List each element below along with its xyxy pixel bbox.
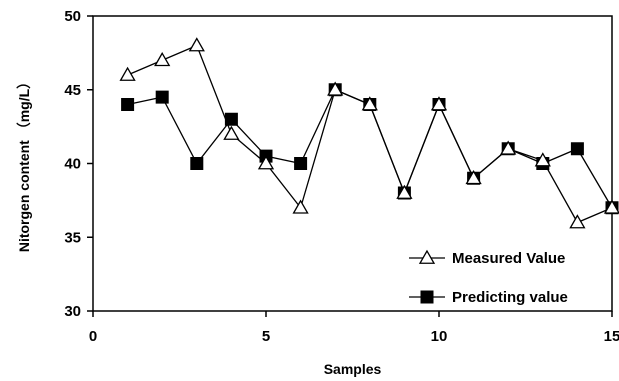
y-tick-label: 45 [64,82,81,99]
y-tick-label: 40 [64,156,81,173]
data-point [603,199,619,214]
legend-marker [420,290,434,304]
data-point [396,184,413,199]
data-point [465,169,482,185]
x-tick-label: 15 [604,328,619,345]
x-axis-title: Samples [324,361,382,377]
data-point [119,66,136,81]
data-point [430,96,448,111]
y-tick-label: 30 [64,303,81,320]
y-tick-label: 35 [64,229,81,246]
legend-marker [418,249,436,264]
x-tick-label: 10 [431,328,448,345]
data-point [257,155,275,170]
legend-label: Predicting value [452,289,568,306]
data-point [361,96,378,111]
data-point [190,157,204,170]
data-point [569,214,586,229]
x-tick-label: 0 [89,328,97,345]
series-measured [119,37,619,229]
y-tick-label: 50 [64,8,81,25]
y-axis-title: Nitorgen content （mg/L） [16,75,32,252]
legend-label: Measured Value [452,250,565,267]
data-point [292,199,309,214]
data-point [188,37,205,52]
data-point [154,51,171,67]
legend: Measured Value Predicting value [409,249,568,306]
data-point [327,81,344,96]
data-point [500,140,517,155]
data-point [223,125,240,140]
data-point [155,90,169,104]
data-point [570,142,584,156]
legend-entry: Measured Value [409,249,565,267]
legend-entry: Predicting value [409,289,568,306]
data-point [121,98,135,111]
data-point [294,157,308,170]
series-group [119,37,619,229]
x-tick-label: 5 [262,328,270,345]
series-line [127,44,613,224]
axes: 30 35 40 45 50 0 5 10 15 [64,8,619,345]
data-point [534,152,551,167]
